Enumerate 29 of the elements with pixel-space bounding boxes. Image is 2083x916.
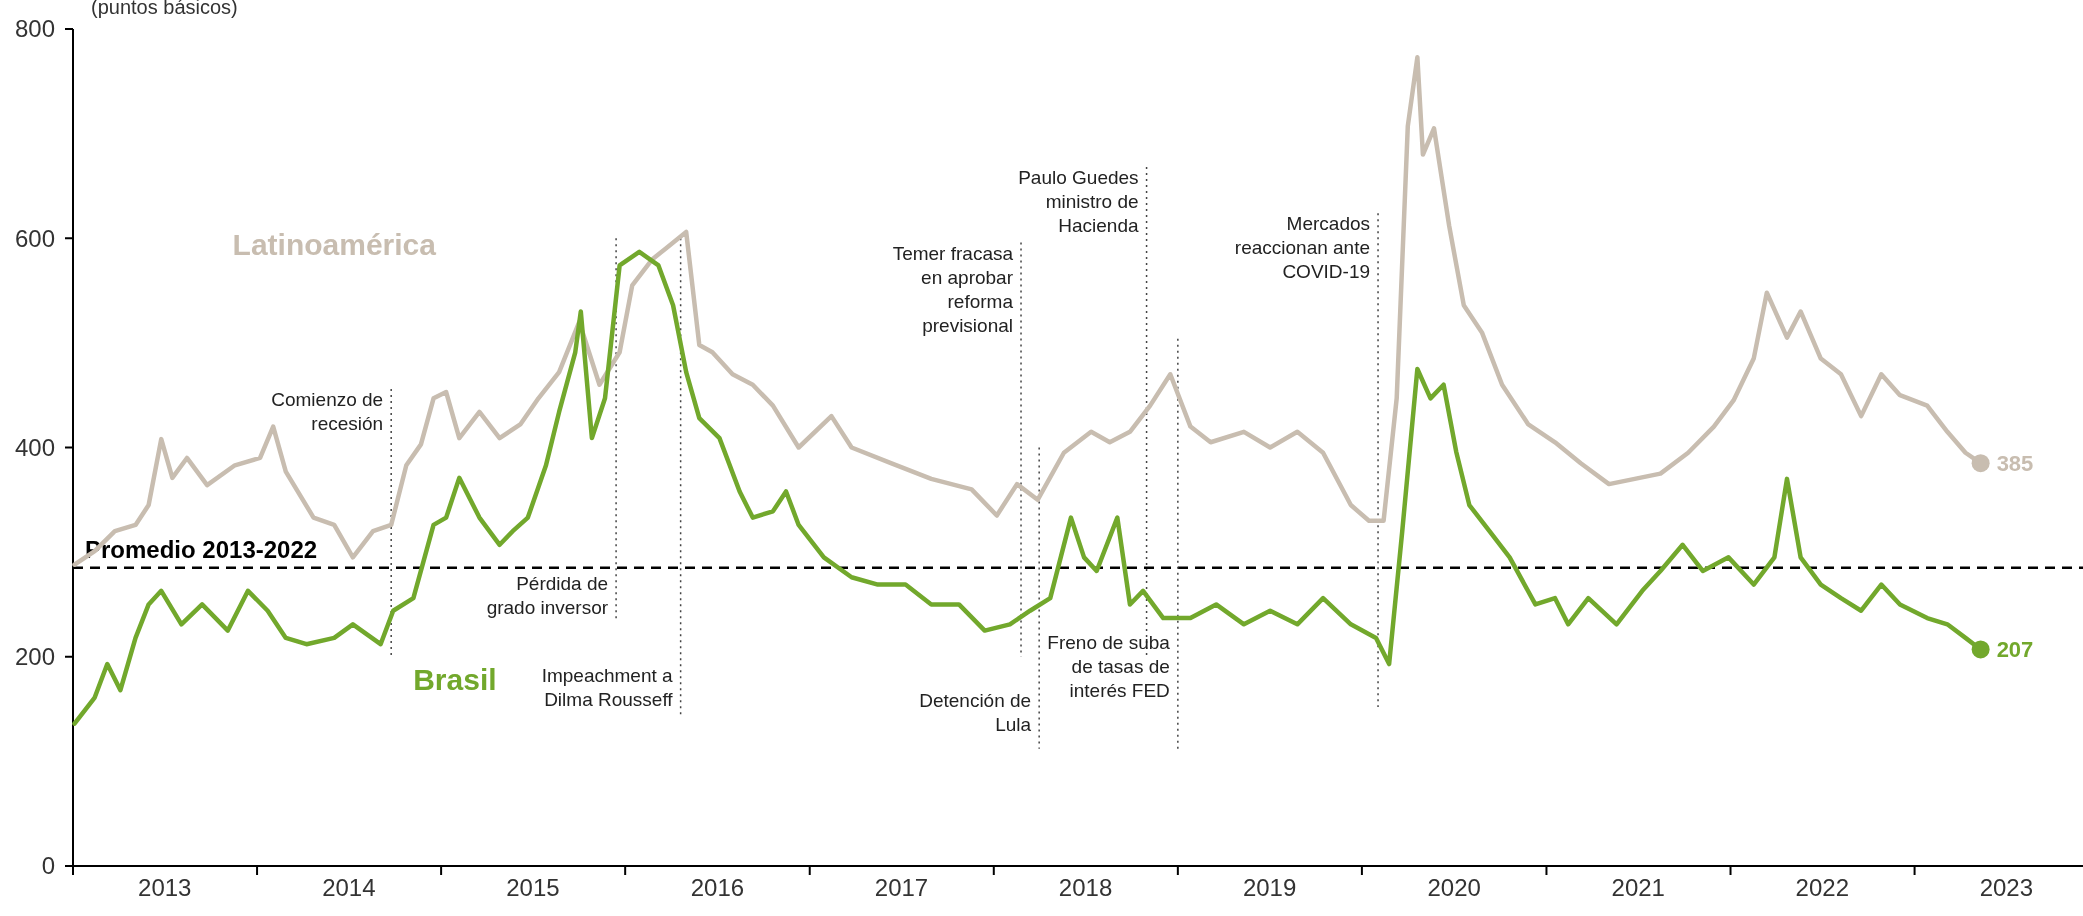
ref-line-label: Impeachment a Dilma Rousseff [541, 665, 674, 711]
series-label: Brasil [413, 663, 497, 697]
y-tick-label: 600 [14, 224, 55, 252]
ref-line-label: Comienzo de recesión [271, 389, 384, 435]
ref-line-label: Paulo Guedes ministro de Hacienda [1018, 167, 1140, 237]
ref-line-label: Temer fracasa en aprobar reforma previsional [892, 242, 1014, 336]
x-tick-label: 2014 [322, 874, 376, 901]
x-tick-label: 2021 [1611, 874, 1665, 901]
x-tick-label: 2013 [138, 874, 192, 901]
text: Latinoamérica [232, 227, 437, 261]
x-tick-label: 2018 [1058, 874, 1113, 901]
ref-line-label: Freno de suba de tasas de interés FED [1047, 631, 1171, 701]
x-tick-label: 2017 [874, 874, 929, 901]
y-tick-label: 400 [14, 433, 55, 461]
data-label: 207 [1996, 637, 2034, 663]
y-tick-label: 800 [14, 15, 55, 43]
data-label: 385 [1996, 450, 2034, 476]
y-tick-label: 200 [14, 643, 55, 671]
x-tick-label: 2020 [1427, 874, 1481, 901]
ref-line-label: Pérdida de grado inversor [486, 573, 609, 619]
y-axis-title: (puntos básicos) [91, 0, 238, 18]
x-tick-label: 2023 [1979, 874, 2034, 901]
x-tick-label: 2016 [690, 874, 745, 901]
x-tick-label: 2015 [506, 874, 560, 901]
x-tick-label: 2022 [1795, 874, 1849, 901]
ref-line-label: Mercados reaccionan ante COVID-19 [1234, 213, 1371, 283]
ref-line-label: Detención de Lula [919, 690, 1032, 736]
x-tick-label: 2019 [1242, 874, 1297, 901]
y-tick-label: 0 [41, 852, 55, 880]
